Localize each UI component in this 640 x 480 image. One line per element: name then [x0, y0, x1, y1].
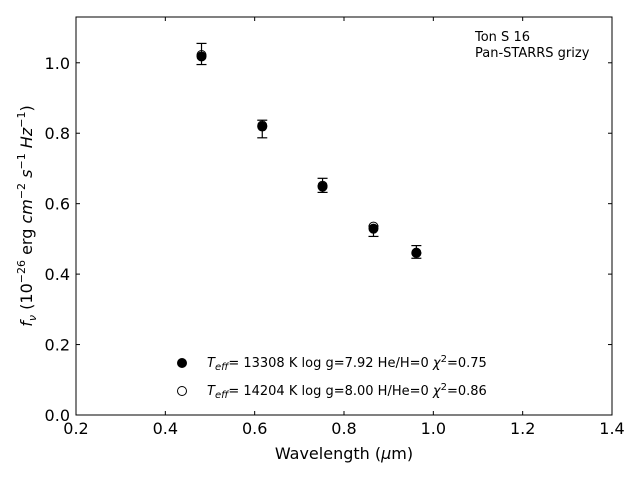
- legend: Teff= 13308 K log g=7.92 He/H=0 χ2=0.75 …: [177, 354, 487, 401]
- legend-text-open: Teff= 14204 K log g=8.00 H/He=0 χ2=0.86: [207, 382, 487, 401]
- data-point-open: [368, 221, 379, 232]
- error-bars: [196, 42, 422, 259]
- y-axis-ticks: 0.0 0.2 0.4 0.6 0.8 1.0: [45, 54, 612, 425]
- y-tick-label: 0.0: [45, 406, 70, 425]
- legend-text-filled: Teff= 13308 K log g=7.92 He/H=0 χ2=0.75: [207, 354, 487, 373]
- data-point-open: [411, 247, 422, 258]
- x-axis-label: Wavelength (μm): [275, 444, 413, 463]
- x-tick-label: 0.4: [153, 419, 178, 438]
- data-point-open: [196, 50, 207, 61]
- data-point-filled: [368, 223, 379, 234]
- x-tick-label: 1.4: [599, 419, 624, 438]
- y-tick-label: 1.0: [45, 54, 70, 73]
- annotation-object-name: Ton S 16: [474, 30, 530, 45]
- legend-marker-filled: [177, 358, 187, 368]
- x-tick-label: 0.8: [331, 419, 356, 438]
- y-tick-label: 0.6: [45, 195, 70, 214]
- y-tick-label: 0.2: [45, 336, 70, 355]
- x-tick-label: 1.0: [421, 419, 446, 438]
- data-point-open: [257, 120, 268, 131]
- y-tick-label: 0.4: [45, 265, 70, 284]
- x-tick-label: 0.2: [63, 419, 88, 438]
- x-tick-label: 1.2: [510, 419, 535, 438]
- data-points: [196, 50, 422, 258]
- annotation-survey: Pan-STARRS grizy: [475, 46, 590, 61]
- y-axis-label: fν (10−26 erg cm−2 s−1 Hz−1): [15, 105, 39, 326]
- x-tick-label: 0.6: [242, 419, 267, 438]
- legend-marker-open: [177, 386, 187, 396]
- data-point-open: [317, 180, 328, 191]
- x-axis-ticks: 0.2 0.4 0.6 0.8 1.0 1.2 1.4: [63, 17, 625, 438]
- y-tick-label: 0.8: [45, 124, 70, 143]
